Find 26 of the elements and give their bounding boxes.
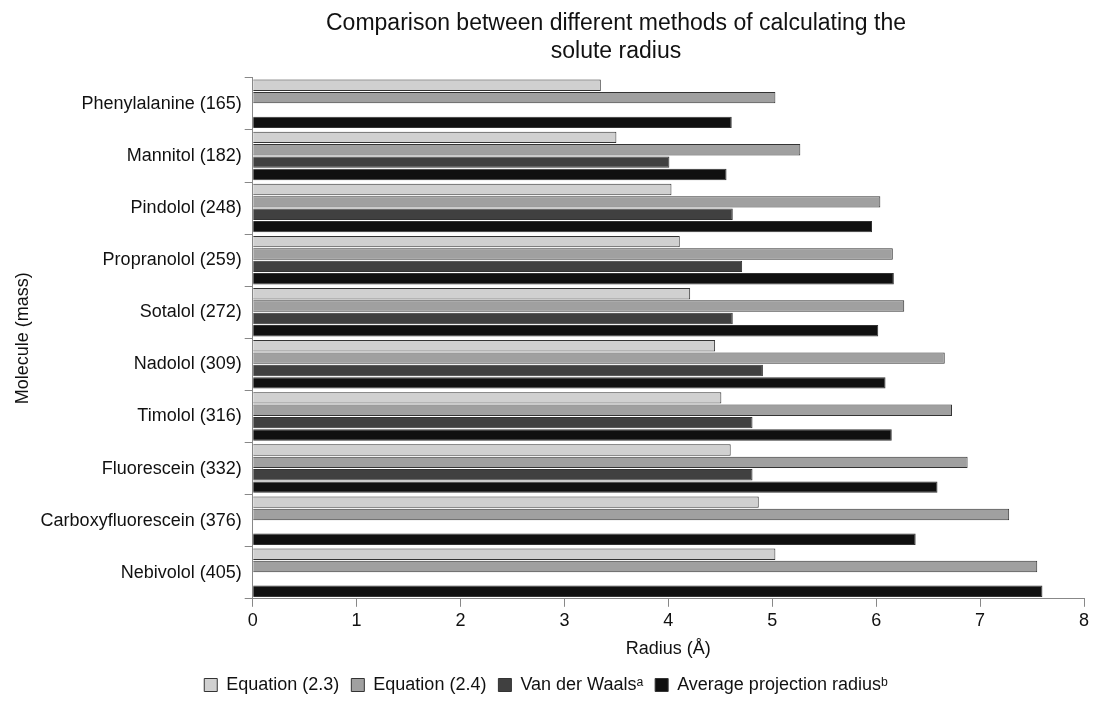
x-tick-label: 1 xyxy=(351,609,362,630)
x-tick-label: 7 xyxy=(975,609,986,630)
legend-label: Equation (2.3) xyxy=(226,673,340,694)
y-tick-label: Fluorescein (332) xyxy=(101,457,242,478)
y-tick-label: Carboxyfluorescein (376) xyxy=(40,509,242,530)
y-tick-label: Phenylalanine (165) xyxy=(81,92,242,113)
y-tick-label: Sotalol (272) xyxy=(139,301,242,322)
legend-label: Average projection radiusᵇ xyxy=(677,673,888,694)
x-axis-title: Radius (Å) xyxy=(625,638,711,659)
y-tick-label: Timolol (316) xyxy=(137,405,242,426)
x-tick-label: 0 xyxy=(247,609,258,630)
x-tick-label: 3 xyxy=(559,609,570,630)
y-tick-label: Nebivolol (405) xyxy=(120,561,242,582)
y-tick-label: Mannitol (182) xyxy=(126,144,242,165)
y-axis-title: Molecule (mass) xyxy=(11,272,32,405)
y-tick-label: Nadolol (309) xyxy=(133,353,242,374)
x-tick-label: 5 xyxy=(767,609,778,630)
x-tick-label: 2 xyxy=(455,609,466,630)
x-tick-label: 6 xyxy=(871,609,882,630)
x-tick-label: 4 xyxy=(663,609,674,630)
x-tick-label: 8 xyxy=(1078,609,1090,630)
legend-label: Van der Waalsᵃ xyxy=(520,673,644,694)
chart-title: Comparison between different methods of calculating the solute radius xyxy=(325,8,907,64)
y-tick-label: Propranolol (259) xyxy=(102,249,242,270)
y-tick-label: Pindolol (248) xyxy=(130,197,242,218)
legend-label: Equation (2.4) xyxy=(373,673,487,694)
